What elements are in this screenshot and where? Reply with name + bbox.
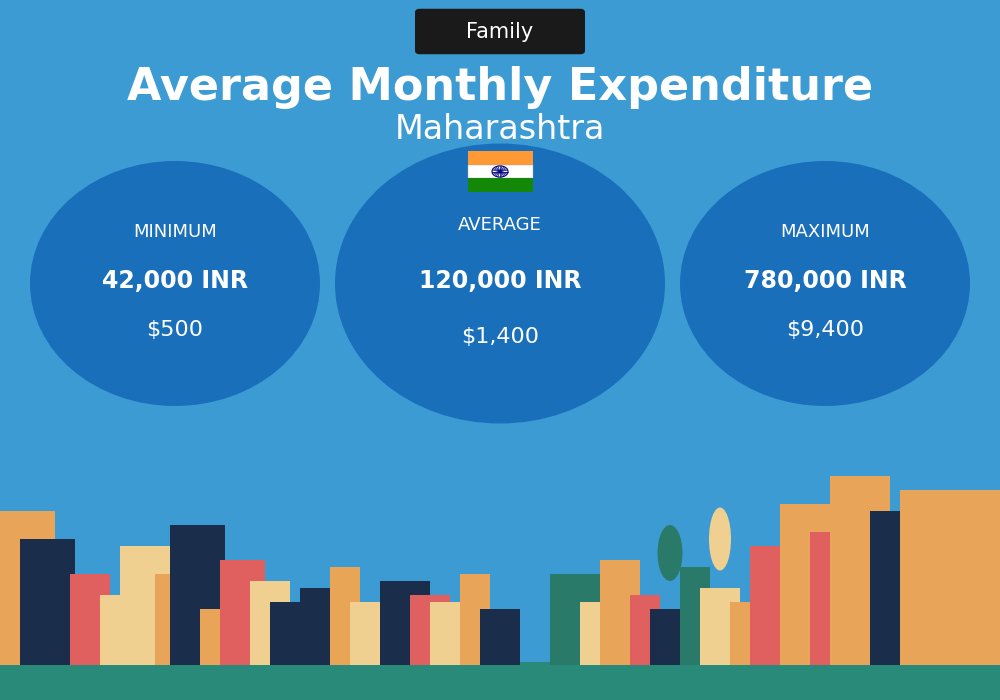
Bar bbox=[468, 178, 532, 192]
Bar bbox=[550, 574, 600, 665]
Bar bbox=[750, 546, 800, 665]
Ellipse shape bbox=[658, 525, 682, 581]
Ellipse shape bbox=[30, 161, 320, 406]
Bar bbox=[630, 595, 660, 665]
Text: Maharashtra: Maharashtra bbox=[395, 113, 605, 146]
Text: AVERAGE: AVERAGE bbox=[458, 216, 542, 234]
Text: 120,000 INR: 120,000 INR bbox=[419, 269, 581, 293]
Bar bbox=[468, 151, 532, 164]
Text: Average Monthly Expenditure: Average Monthly Expenditure bbox=[127, 66, 873, 109]
Ellipse shape bbox=[690, 284, 740, 346]
Bar bbox=[780, 504, 830, 665]
Bar bbox=[220, 560, 265, 665]
Ellipse shape bbox=[698, 217, 772, 315]
Bar bbox=[0, 662, 1000, 700]
Text: MINIMUM: MINIMUM bbox=[133, 223, 217, 241]
Ellipse shape bbox=[335, 144, 665, 424]
FancyBboxPatch shape bbox=[415, 8, 585, 55]
Ellipse shape bbox=[202, 301, 248, 357]
Bar bbox=[250, 581, 290, 665]
Text: 42,000 INR: 42,000 INR bbox=[102, 269, 248, 293]
Bar bbox=[410, 595, 450, 665]
Ellipse shape bbox=[709, 508, 731, 570]
Bar bbox=[70, 574, 110, 665]
Bar bbox=[0, 511, 55, 665]
Bar bbox=[20, 539, 75, 665]
Text: $500: $500 bbox=[146, 320, 204, 340]
Ellipse shape bbox=[680, 161, 970, 406]
Text: $1,400: $1,400 bbox=[461, 327, 539, 346]
Bar bbox=[200, 609, 240, 665]
Bar bbox=[330, 567, 360, 665]
Bar bbox=[810, 532, 850, 665]
Text: 780,000 INR: 780,000 INR bbox=[744, 269, 906, 293]
Bar bbox=[870, 511, 910, 665]
Bar bbox=[100, 595, 145, 665]
Bar bbox=[580, 602, 610, 665]
Bar bbox=[170, 525, 225, 665]
Ellipse shape bbox=[212, 234, 278, 326]
Bar bbox=[600, 560, 640, 665]
Bar bbox=[120, 546, 170, 665]
Bar bbox=[430, 602, 470, 665]
Bar bbox=[480, 609, 520, 665]
Bar bbox=[680, 567, 710, 665]
Bar bbox=[270, 602, 310, 665]
Bar bbox=[300, 588, 340, 665]
Text: MAXIMUM: MAXIMUM bbox=[780, 223, 870, 241]
Bar bbox=[900, 490, 1000, 665]
Bar bbox=[380, 581, 430, 665]
Bar bbox=[700, 588, 740, 665]
Bar bbox=[468, 164, 532, 178]
Text: Family: Family bbox=[466, 22, 534, 41]
Bar bbox=[830, 476, 890, 665]
Bar bbox=[155, 574, 195, 665]
Bar bbox=[730, 602, 760, 665]
Bar bbox=[650, 609, 690, 665]
Bar bbox=[350, 602, 390, 665]
Bar bbox=[460, 574, 490, 665]
Text: $9,400: $9,400 bbox=[786, 320, 864, 340]
